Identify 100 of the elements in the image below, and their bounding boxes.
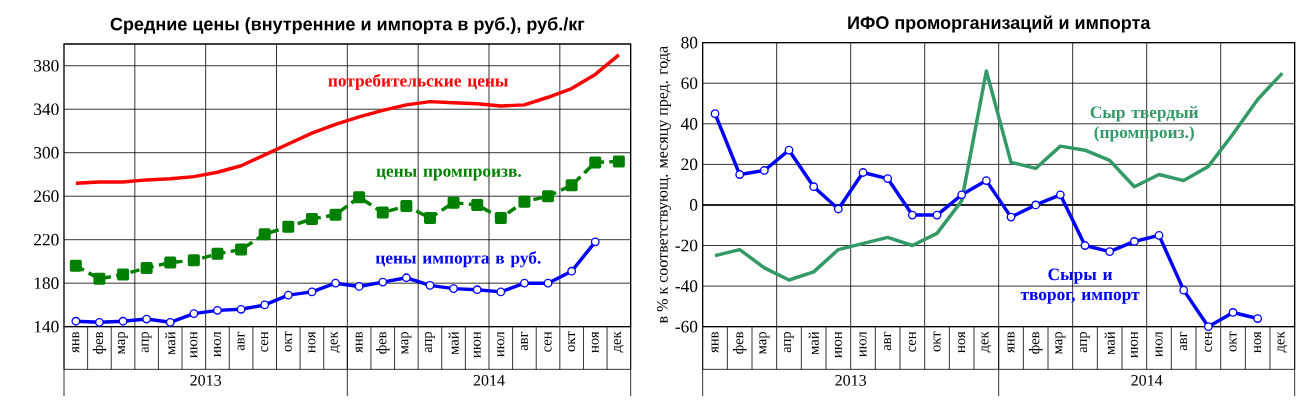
point: [710, 109, 720, 119]
point: [307, 287, 317, 297]
y-tick-label: 260: [34, 190, 59, 203]
point: [354, 282, 364, 291]
point: [496, 287, 506, 297]
point: [1228, 308, 1238, 317]
x-tick-label: ноя: [958, 331, 966, 353]
point: [213, 305, 222, 315]
point: [1129, 237, 1139, 246]
x-tick-label: янв: [1007, 331, 1015, 353]
point: [1006, 212, 1016, 222]
x-tick-label: окт: [568, 331, 576, 352]
y-axis-title: в % к соответствующ. месяцу пред. года: [656, 46, 672, 324]
point: [520, 278, 529, 288]
point: [518, 195, 531, 208]
series-label: цены промпроизв.: [376, 168, 521, 181]
point: [1031, 200, 1041, 210]
y-tick-label: 380: [34, 59, 59, 72]
point: [95, 317, 104, 327]
point: [565, 179, 578, 192]
x-tick-label: сен: [261, 331, 269, 352]
y-tick-label: 60: [681, 77, 698, 90]
point: [331, 278, 340, 288]
y-tick-label: 20: [681, 158, 698, 171]
point: [329, 208, 342, 221]
point: [494, 211, 507, 224]
x-tick-label: мар: [1055, 331, 1066, 355]
point: [376, 206, 389, 219]
y-tick-label: 140: [34, 320, 59, 333]
x-tick-label: июн: [1130, 331, 1138, 358]
x-tick-label: июн: [190, 331, 198, 358]
x-tick-label: фев: [376, 331, 390, 354]
point: [833, 204, 843, 214]
point: [117, 268, 130, 281]
point: [472, 285, 482, 295]
x-tick-label: апр: [424, 331, 435, 353]
y-tick-label: 220: [34, 233, 59, 246]
point: [236, 304, 246, 314]
x-tick-label: июн: [473, 331, 481, 358]
x-tick-label: июн: [834, 331, 842, 358]
point: [1253, 314, 1263, 323]
x-tick-label: май: [165, 331, 176, 355]
point: [759, 166, 769, 175]
x-tick-label: фев: [1029, 331, 1043, 354]
point: [283, 290, 293, 300]
point: [118, 316, 128, 326]
chart-title: Средние цены (внутренние и импорта в руб.), руб./кг: [110, 17, 585, 34]
point: [809, 182, 819, 192]
x-tick-label: авг: [884, 331, 892, 351]
x-tick-label: ноя: [308, 331, 316, 353]
point: [305, 213, 318, 226]
point: [735, 170, 745, 179]
series-label: цены импорта в руб.: [375, 251, 541, 268]
point: [907, 210, 917, 220]
chart-title: ИФО проморганизаций и импорта: [848, 15, 1151, 33]
text: 2014: [1131, 374, 1163, 386]
text: 2013: [190, 374, 222, 386]
line-series: [74, 53, 621, 185]
point: [590, 237, 600, 247]
point: [189, 309, 199, 319]
x-tick-label: мар: [401, 331, 412, 355]
point: [93, 272, 106, 285]
y-tick-label: 180: [34, 277, 59, 290]
y-tick-label: 340: [34, 103, 59, 116]
x-tick-label: апр: [784, 331, 795, 353]
x-tick-label: сен: [908, 331, 916, 352]
x-tick-label: авг: [520, 331, 528, 351]
x-tick-label: ноя: [591, 331, 599, 353]
point: [401, 273, 411, 283]
y-tick-label: 300: [34, 146, 59, 159]
x-tick-label: окт: [1229, 331, 1237, 352]
point: [353, 191, 366, 204]
point: [69, 259, 82, 272]
x-tick-label: фев: [92, 331, 107, 354]
point: [211, 247, 224, 260]
y-tick-label: -40: [675, 280, 698, 292]
point: [400, 199, 413, 212]
x-tick-label: апр: [1080, 331, 1091, 353]
point: [542, 190, 555, 203]
point: [164, 256, 177, 269]
x-tick-label: май: [808, 331, 819, 355]
y-tick-label: -20: [675, 239, 698, 252]
point: [140, 261, 153, 274]
x-tick-label: дек: [1277, 331, 1288, 353]
x-tick-label: авг: [1180, 331, 1188, 351]
x-tick-label: май: [448, 331, 459, 355]
point: [784, 145, 794, 155]
text: 2013: [835, 374, 867, 386]
x-tick-label: июл: [213, 331, 222, 357]
point: [1179, 285, 1189, 295]
point: [858, 168, 868, 177]
point: [1203, 322, 1213, 332]
x-tick-label: сен: [544, 331, 552, 352]
point: [589, 156, 602, 169]
x-tick-label: авг: [237, 331, 245, 351]
point: [71, 316, 81, 326]
point: [378, 277, 388, 287]
text: 2014: [473, 374, 505, 386]
point: [449, 284, 458, 294]
point: [260, 300, 270, 310]
